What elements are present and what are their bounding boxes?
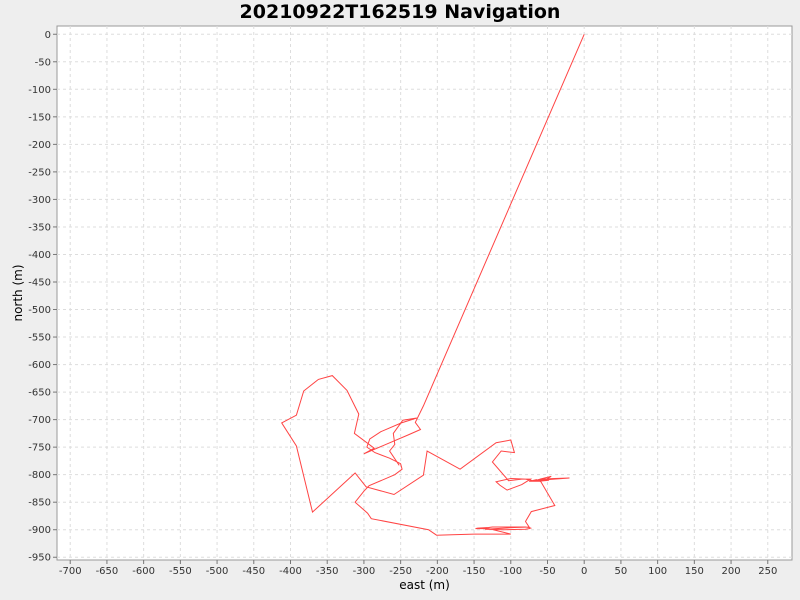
x-tick-label: -600 [132,566,155,577]
x-tick-label: -500 [206,566,229,577]
y-tick-label: -700 [28,415,51,426]
x-tick-label: -700 [59,566,82,577]
x-tick-label: 250 [758,566,777,577]
y-tick-label: -950 [28,553,51,564]
chart-title: 20210922T162519 Navigation [239,1,561,23]
y-tick-label: -900 [28,525,51,536]
y-tick-label: -550 [28,333,51,344]
x-tick-label: -250 [389,566,412,577]
navigation-track [280,34,585,536]
x-tick-label: -100 [499,566,522,577]
y-tick-label: -300 [28,195,51,206]
y-tick-label: -850 [28,498,51,509]
x-tick-label: -550 [169,566,192,577]
y-tick-label: 0 [45,30,51,41]
x-tick-label: 50 [615,566,628,577]
x-tick-label: -50 [539,566,555,577]
x-tick-label: -150 [463,566,486,577]
y-tick-label: -650 [28,388,51,399]
x-tick-label: 200 [722,566,741,577]
grid [57,26,792,560]
y-tick-label: -100 [28,85,51,96]
x-tick-label: -450 [242,566,265,577]
y-axis-label: north (m) [11,264,25,321]
x-tick-label: 0 [581,566,587,577]
y-tick-label: -150 [28,112,51,123]
y-tick-label: -200 [28,140,51,151]
y-tick-label: -800 [28,470,51,481]
x-tick-label: -200 [426,566,449,577]
y-tick-label: -400 [28,250,51,261]
x-tick-label: -650 [96,566,119,577]
y-axis-ticks: 0 -50 -100 -150 -200 -250 -300 -350 -400 -450 -500… [28,30,57,564]
y-tick-label: -500 [28,305,51,316]
y-tick-label: -750 [28,443,51,454]
x-tick-label: 150 [685,566,704,577]
y-tick-label: -250 [28,167,51,178]
x-tick-label: -350 [316,566,339,577]
y-tick-label: -600 [28,360,51,371]
y-tick-label: -350 [28,222,51,233]
x-axis-ticks: -700 -650 -600 -550 -500 -450 -400 -350 -300 -250… [59,560,777,577]
plot-area [56,25,793,561]
x-tick-label: 100 [648,566,667,577]
x-axis-label: east (m) [399,578,450,592]
y-tick-label: -450 [28,277,51,288]
x-tick-label: -300 [353,566,376,577]
x-tick-label: -400 [279,566,302,577]
y-tick-label: -50 [35,57,51,68]
